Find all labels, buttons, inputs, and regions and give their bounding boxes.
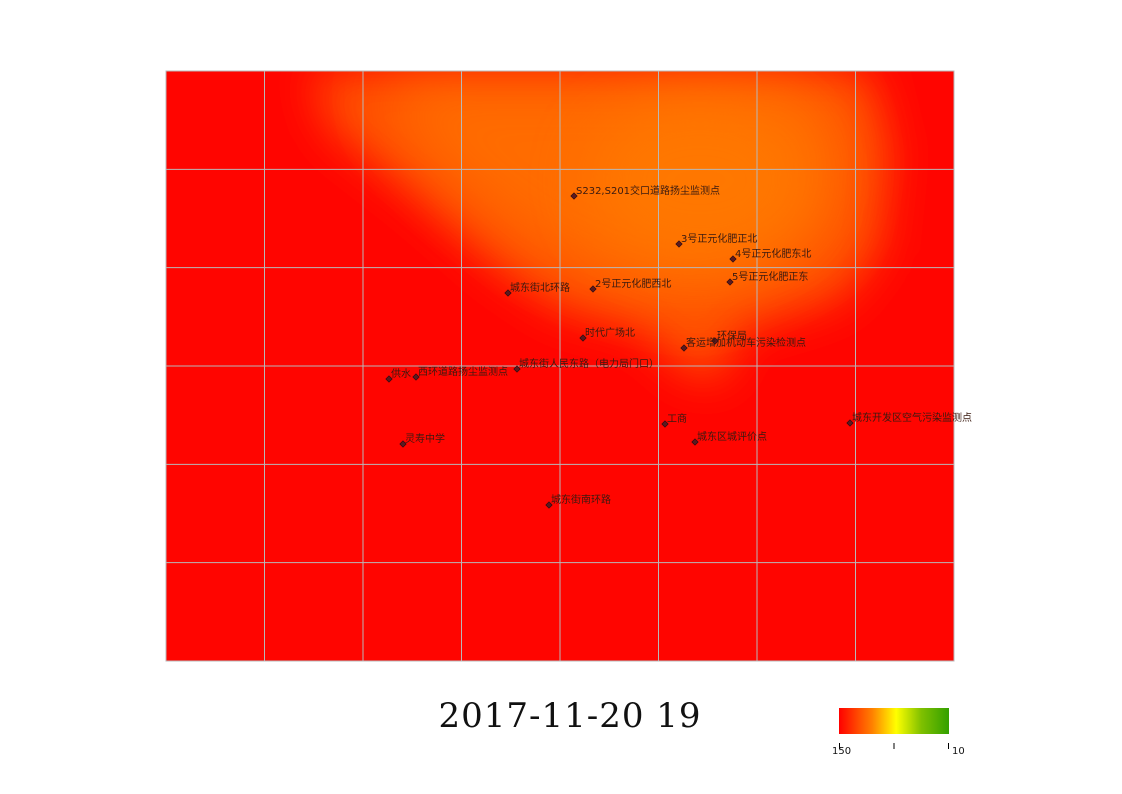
station-marker: 2号正元化肥西北 xyxy=(589,277,671,293)
station-layer: S232,S201交口道路扬尘监测点 3号正元化肥正北 4号正元化肥东北 5号正元化肥… xyxy=(385,184,972,509)
map-grid xyxy=(165,70,955,662)
station-marker: 灵寿中学 xyxy=(399,432,445,448)
diamond-marker-icon xyxy=(545,501,553,509)
station-label: 2号正元化肥西北 xyxy=(595,277,671,290)
station-label: 环保局 xyxy=(717,329,747,342)
diamond-marker-icon xyxy=(589,285,597,293)
diamond-marker-icon xyxy=(691,438,699,446)
legend-min-label: 150 xyxy=(832,746,852,757)
diamond-marker-icon xyxy=(412,373,420,381)
station-label: S232,S201交口道路扬尘监测点 xyxy=(576,184,720,197)
station-marker: 供水 xyxy=(385,367,411,383)
station-marker: 4号正元化肥东北 xyxy=(729,247,811,263)
diamond-marker-icon xyxy=(680,344,688,352)
station-label: 3号正元化肥正北 xyxy=(681,232,757,245)
station-label: 城东开发区空气污染监测点 xyxy=(852,411,972,424)
station-marker: 城东街人民东路（电力局门口） xyxy=(513,357,659,373)
diamond-marker-icon xyxy=(399,440,407,448)
station-marker: 客运增加机动车污染检测点 xyxy=(680,336,806,352)
station-label: 5号正元化肥正东 xyxy=(732,270,808,283)
station-label: 客运增加机动车污染检测点 xyxy=(686,336,806,349)
station-marker: 工商 xyxy=(661,412,687,428)
station-label: 城东街北环路 xyxy=(510,281,570,294)
station-marker: 时代广场北 xyxy=(579,326,635,342)
station-marker: 5号正元化肥正东 xyxy=(726,270,808,286)
station-label: 供水 xyxy=(391,367,411,380)
station-label: 工商 xyxy=(667,412,687,425)
diamond-marker-icon xyxy=(726,278,734,286)
diamond-marker-icon xyxy=(675,240,683,248)
diamond-marker-icon xyxy=(504,289,512,297)
station-label: 时代广场北 xyxy=(585,326,635,339)
station-marker: 城东区城评价点 xyxy=(691,430,767,446)
station-label: 灵寿中学 xyxy=(405,432,445,445)
station-marker: S232,S201交口道路扬尘监测点 xyxy=(570,184,720,200)
diamond-marker-icon xyxy=(729,255,737,263)
diamond-marker-icon xyxy=(579,334,587,342)
station-marker: 城东街北环路 xyxy=(504,281,570,297)
color-legend-bar xyxy=(839,708,949,734)
station-marker: 西环道路扬尘监测点 xyxy=(412,365,508,381)
diamond-marker-icon xyxy=(711,337,719,345)
station-label: 西环道路扬尘监测点 xyxy=(418,365,508,378)
legend-max-label: 10 xyxy=(952,746,965,757)
legend-ticks xyxy=(839,734,949,749)
station-marker: 3号正元化肥正北 xyxy=(675,232,757,248)
diamond-marker-icon xyxy=(570,192,578,200)
diamond-marker-icon xyxy=(385,375,393,383)
map-timestamp: 2017-11-20 19 xyxy=(438,696,702,736)
diamond-marker-icon xyxy=(661,420,669,428)
station-label: 4号正元化肥东北 xyxy=(735,247,811,260)
station-label: 城东街人民东路（电力局门口） xyxy=(519,357,659,370)
station-marker: 环保局 xyxy=(711,329,747,345)
diamond-marker-icon xyxy=(513,365,521,373)
station-label: 城东区城评价点 xyxy=(697,430,767,443)
station-marker: 城东街南环路 xyxy=(545,493,611,509)
station-label: 城东街南环路 xyxy=(551,493,611,506)
station-marker: 城东开发区空气污染监测点 xyxy=(846,411,972,427)
diamond-marker-icon xyxy=(846,419,854,427)
